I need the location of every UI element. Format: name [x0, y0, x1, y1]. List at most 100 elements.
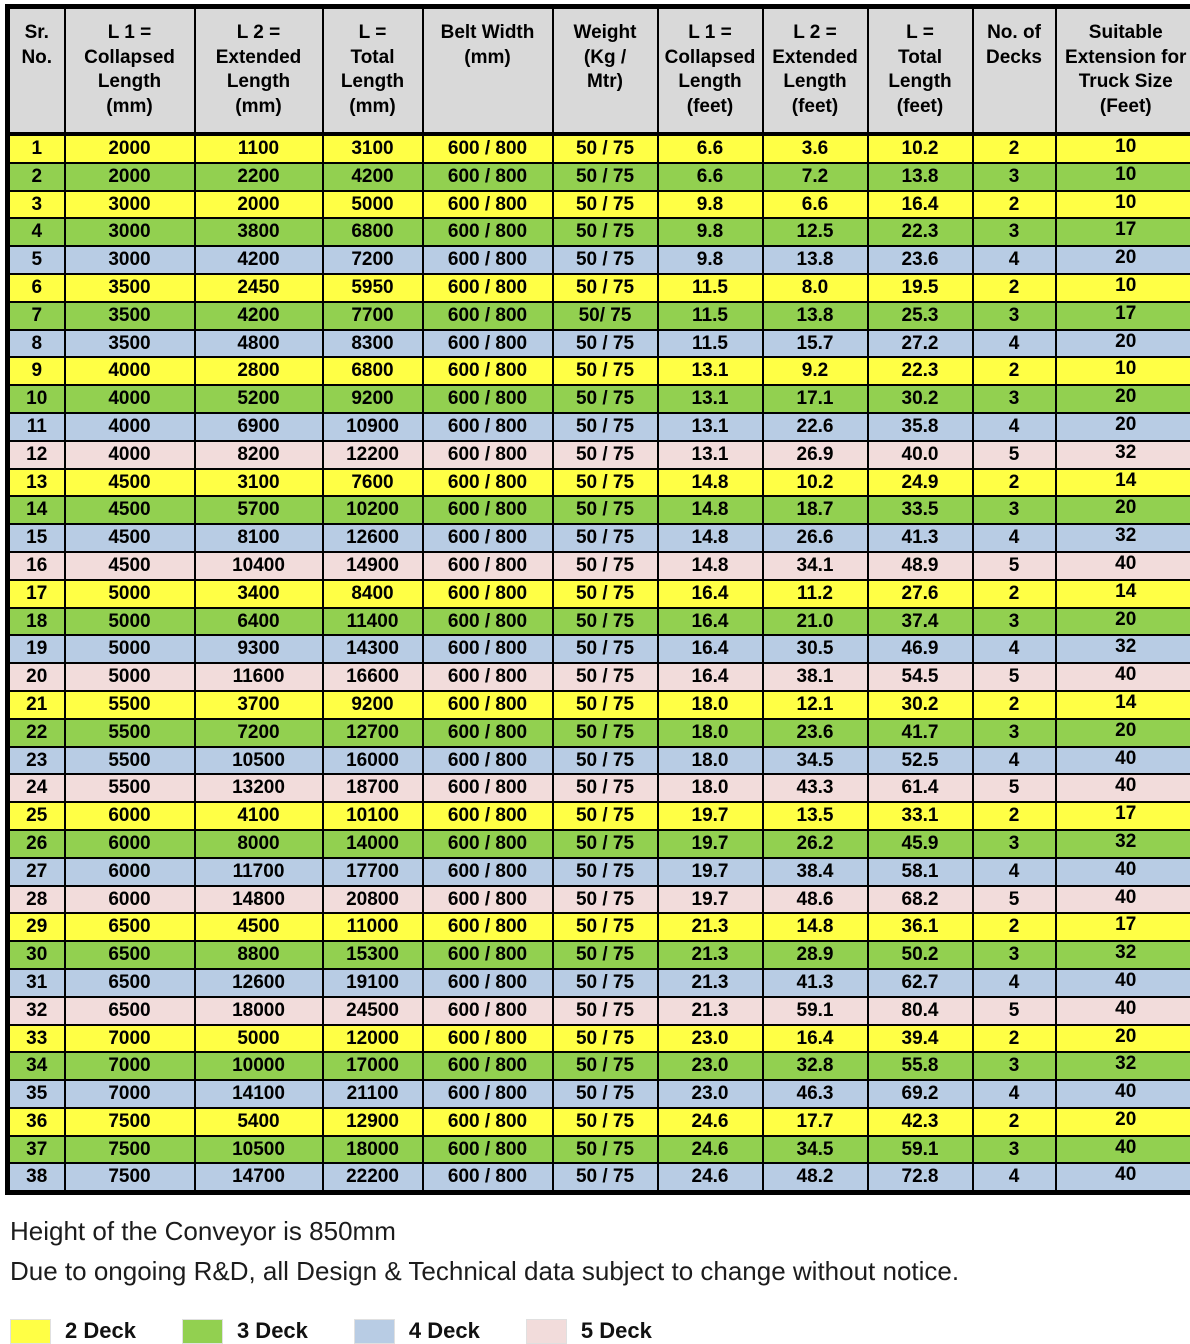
table-cell: 11600 — [195, 663, 323, 691]
table-cell: 3500 — [65, 302, 195, 330]
table-cell: 50 / 75 — [553, 886, 658, 914]
table-cell: 48.2 — [763, 1163, 868, 1192]
table-cell: 30.2 — [868, 385, 973, 413]
table-cell: 10 — [1056, 191, 1190, 219]
table-cell: 50 / 75 — [553, 941, 658, 969]
table-cell: 8200 — [195, 441, 323, 469]
header-l-total-feet: L = Total Length (feet) — [868, 7, 973, 135]
table-cell: 3 — [973, 385, 1056, 413]
table-cell: 50 / 75 — [553, 913, 658, 941]
table-cell: 4500 — [65, 469, 195, 497]
table-cell: 600 / 800 — [423, 1052, 553, 1080]
table-cell: 32 — [8, 997, 65, 1025]
table-cell: 8.0 — [763, 274, 868, 302]
table-cell: 10900 — [323, 413, 423, 441]
table-cell: 5 — [973, 886, 1056, 914]
table-cell: 34.1 — [763, 552, 868, 580]
table-cell: 28.9 — [763, 941, 868, 969]
table-cell: 40 — [1056, 1080, 1190, 1108]
table-cell: 50/ 75 — [553, 302, 658, 330]
table-cell: 9.8 — [658, 218, 763, 246]
table-cell: 17 — [1056, 802, 1190, 830]
table-cell: 69.2 — [868, 1080, 973, 1108]
table-cell: 3 — [973, 830, 1056, 858]
table-cell: 22.6 — [763, 413, 868, 441]
table-cell: 8400 — [323, 580, 423, 608]
table-cell: 7000 — [65, 1052, 195, 1080]
table-cell: 10 — [8, 385, 65, 413]
table-cell: 22200 — [323, 1163, 423, 1192]
table-cell: 5500 — [65, 719, 195, 747]
table-cell: 32 — [1056, 635, 1190, 663]
legend-label-2-deck: 2 Deck — [65, 1318, 136, 1344]
table-cell: 600 / 800 — [423, 302, 553, 330]
table-cell: 50 / 75 — [553, 774, 658, 802]
table-cell: 27 — [8, 858, 65, 886]
table-cell: 24500 — [323, 997, 423, 1025]
table-cell: 13.1 — [658, 413, 763, 441]
table-cell: 8 — [8, 330, 65, 358]
table-cell: 35.8 — [868, 413, 973, 441]
table-cell: 8800 — [195, 941, 323, 969]
table-cell: 600 / 800 — [423, 608, 553, 636]
table-cell: 2800 — [195, 357, 323, 385]
table-cell: 72.8 — [868, 1163, 973, 1192]
table-cell: 50 / 75 — [553, 385, 658, 413]
table-cell: 36.1 — [868, 913, 973, 941]
table-cell: 13.1 — [658, 357, 763, 385]
table-cell: 50 / 75 — [553, 496, 658, 524]
table-cell: 25 — [8, 802, 65, 830]
legend-item-3-deck: 3 Deck — [182, 1318, 334, 1344]
table-cell: 600 / 800 — [423, 719, 553, 747]
table-cell: 41.3 — [763, 969, 868, 997]
table-cell: 2200 — [195, 163, 323, 191]
table-cell: 33.5 — [868, 496, 973, 524]
table-cell: 10500 — [195, 747, 323, 775]
table-cell: 30.2 — [868, 691, 973, 719]
table-cell: 13.1 — [658, 385, 763, 413]
table-cell: 12000 — [323, 1025, 423, 1053]
table-cell: 14 — [1056, 580, 1190, 608]
table-cell: 50 / 75 — [553, 552, 658, 580]
table-cell: 50 / 75 — [553, 580, 658, 608]
table-cell: 61.4 — [868, 774, 973, 802]
table-header: Sr. No. L 1 = Collapsed Length (mm) L 2 … — [8, 7, 1190, 135]
table-cell: 3 — [973, 496, 1056, 524]
table-cell: 6800 — [323, 357, 423, 385]
legend-item-5-deck: 5 Deck — [526, 1318, 678, 1344]
table-cell: 22.3 — [868, 218, 973, 246]
note-disclaimer: Due to ongoing R&D, all Design & Technic… — [10, 1251, 1190, 1291]
table-cell: 5 — [973, 552, 1056, 580]
table-cell: 10200 — [323, 496, 423, 524]
table-cell: 21.0 — [763, 608, 868, 636]
table-cell: 6000 — [65, 830, 195, 858]
table-cell: 3 — [973, 163, 1056, 191]
table-cell: 10 — [1056, 134, 1190, 163]
table-cell: 23.0 — [658, 1025, 763, 1053]
table-cell: 4 — [973, 246, 1056, 274]
table-cell: 3800 — [195, 218, 323, 246]
table-cell: 13.8 — [763, 246, 868, 274]
table-cell: 3 — [973, 1052, 1056, 1080]
table-cell: 18.0 — [658, 747, 763, 775]
header-sr-no: Sr. No. — [8, 7, 65, 135]
table-cell: 9200 — [323, 691, 423, 719]
table-cell: 14 — [1056, 691, 1190, 719]
header-no-of-decks: No. of Decks — [973, 7, 1056, 135]
table-cell: 3 — [973, 941, 1056, 969]
table-cell: 8100 — [195, 524, 323, 552]
table-cell: 34.5 — [763, 747, 868, 775]
table-cell: 3 — [973, 1136, 1056, 1164]
table-cell: 600 / 800 — [423, 246, 553, 274]
table-cell: 2 — [973, 1025, 1056, 1053]
table-cell: 40 — [1056, 969, 1190, 997]
